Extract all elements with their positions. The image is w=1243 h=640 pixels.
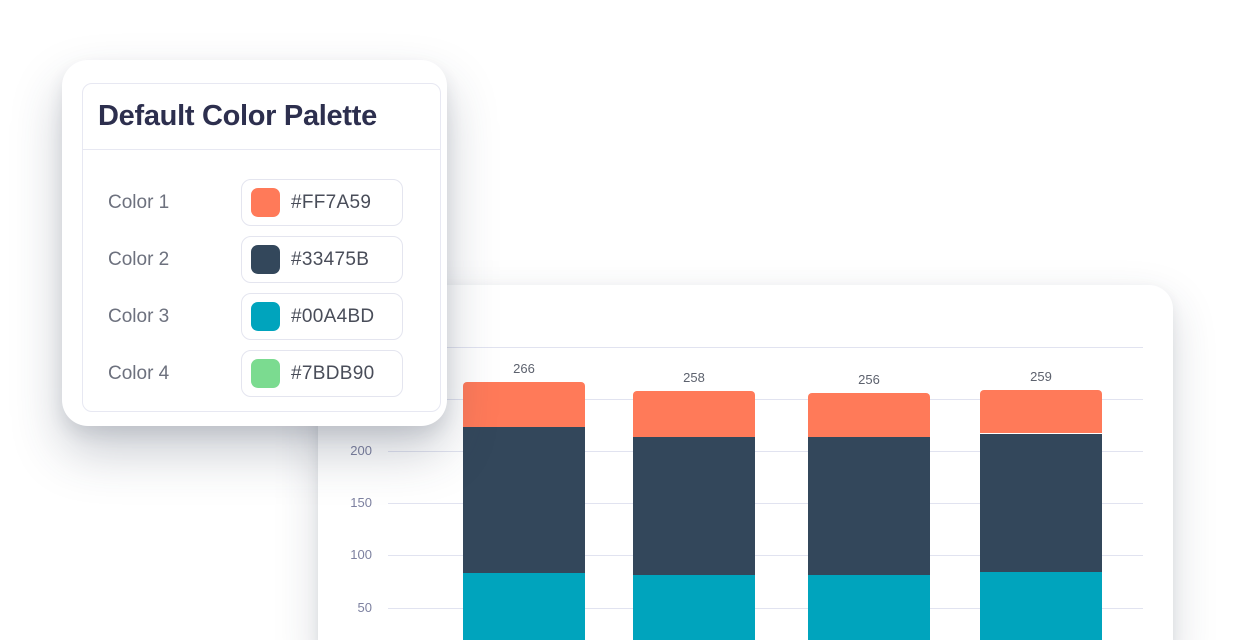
y-axis-tick-label: 150 (350, 495, 372, 511)
bar-segment-top-segment (463, 382, 585, 428)
bar-segment-top-segment (980, 389, 1102, 434)
gridline (388, 347, 1143, 348)
palette-row: Color 2 #33475B (83, 236, 440, 283)
bar-segment-top-segment (633, 390, 755, 437)
color-hex-value: #7BDB90 (291, 362, 375, 384)
gridline (388, 399, 1143, 401)
gridline (388, 503, 1143, 505)
palette-header: Default Color Palette (83, 84, 440, 150)
color-input[interactable]: #00A4BD (241, 293, 403, 340)
gridline (388, 607, 1143, 609)
bar-value-label: 266 (513, 361, 535, 377)
stacked-bar-chart: 50100150200250300266258256259 (318, 285, 1173, 640)
y-axis-tick-label: 100 (350, 547, 372, 563)
palette-title: Default Color Palette (98, 100, 377, 132)
bar-segment-bottom-segment (633, 575, 755, 640)
color-swatch[interactable] (251, 245, 280, 274)
gridline (388, 555, 1143, 557)
color-label: Color 3 (108, 305, 170, 327)
bar-segment-middle-segment (463, 427, 585, 574)
bar-segment-bottom-segment (808, 575, 930, 640)
palette-panel: Default Color Palette Color 1 #FF7A59 Colo… (82, 83, 441, 412)
y-axis-tick-label: 200 (350, 443, 372, 459)
palette-rows: Color 1 #FF7A59 Color 2 #33475B Color 3 #00A4… (83, 150, 440, 397)
bar-segment-bottom-segment (980, 572, 1102, 640)
color-input[interactable]: #FF7A59 (241, 179, 403, 226)
color-hex-value: #FF7A59 (291, 191, 372, 213)
color-hex-value: #33475B (291, 248, 370, 270)
color-label: Color 1 (108, 191, 170, 213)
bar-value-label: 258 (683, 369, 705, 385)
bar-value-label: 256 (858, 371, 880, 387)
bar-segment-middle-segment (633, 436, 755, 576)
bar-segment-bottom-segment (463, 573, 585, 640)
bar-segment-middle-segment (980, 433, 1102, 573)
color-hex-value: #00A4BD (291, 305, 375, 327)
color-swatch[interactable] (251, 188, 280, 217)
gridline (388, 451, 1143, 453)
chart-card: 50100150200250300266258256259 (318, 285, 1173, 640)
color-input[interactable]: #33475B (241, 236, 403, 283)
color-label: Color 2 (108, 248, 170, 270)
bar-segment-top-segment (808, 392, 930, 437)
palette-row: Color 4 #7BDB90 (83, 350, 440, 397)
y-axis-tick-label: 50 (357, 599, 372, 615)
color-label: Color 4 (108, 362, 170, 384)
palette-row: Color 3 #00A4BD (83, 293, 440, 340)
color-swatch[interactable] (251, 302, 280, 331)
bar-value-label: 259 (1030, 368, 1052, 384)
bar-segment-middle-segment (808, 436, 930, 576)
color-input[interactable]: #7BDB90 (241, 350, 403, 397)
color-swatch[interactable] (251, 359, 280, 388)
color-palette-card: Default Color Palette Color 1 #FF7A59 Colo… (62, 60, 447, 426)
palette-row: Color 1 #FF7A59 (83, 179, 440, 226)
